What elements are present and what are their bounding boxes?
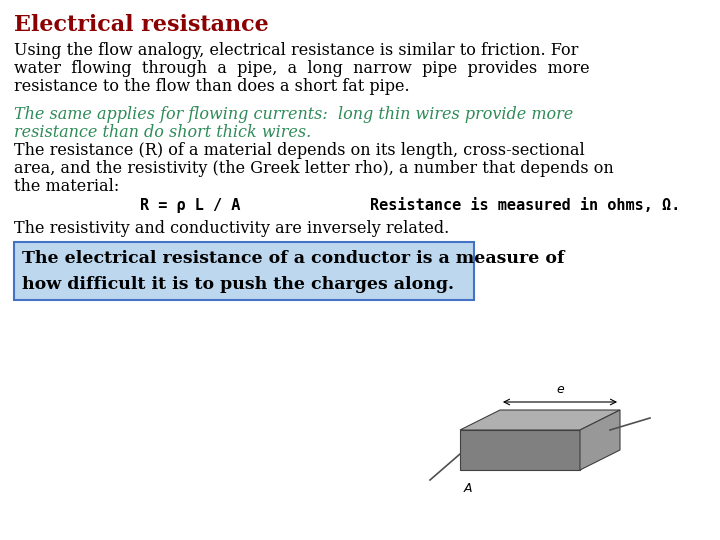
Text: water  flowing  through  a  pipe,  a  long  narrow  pipe  provides  more: water flowing through a pipe, a long nar… bbox=[14, 60, 590, 77]
Text: The same applies for flowing currents:  long thin wires provide more: The same applies for flowing currents: l… bbox=[14, 106, 573, 123]
Text: Resistance is measured in ohms, Ω.: Resistance is measured in ohms, Ω. bbox=[370, 198, 680, 213]
Polygon shape bbox=[460, 430, 580, 470]
Text: The electrical resistance of a conductor is a measure of: The electrical resistance of a conductor… bbox=[22, 250, 564, 267]
Text: R = ρ L / A: R = ρ L / A bbox=[140, 198, 240, 213]
Text: resistance to the flow than does a short fat pipe.: resistance to the flow than does a short… bbox=[14, 78, 410, 95]
Polygon shape bbox=[580, 410, 620, 470]
Text: The resistivity and conductivity are inversely related.: The resistivity and conductivity are inv… bbox=[14, 220, 449, 237]
Text: area, and the resistivity (the Greek letter rho), a number that depends on: area, and the resistivity (the Greek let… bbox=[14, 160, 613, 177]
Text: Electrical resistance: Electrical resistance bbox=[14, 14, 269, 36]
Text: the material:: the material: bbox=[14, 178, 120, 195]
Text: Using the flow analogy, electrical resistance is similar to friction. For: Using the flow analogy, electrical resis… bbox=[14, 42, 578, 59]
Text: how difficult it is to push the charges along.: how difficult it is to push the charges … bbox=[22, 276, 454, 293]
Text: resistance than do short thick wires.: resistance than do short thick wires. bbox=[14, 124, 311, 141]
Text: e: e bbox=[556, 383, 564, 396]
Text: A: A bbox=[464, 482, 472, 495]
FancyBboxPatch shape bbox=[14, 242, 474, 300]
Polygon shape bbox=[460, 410, 620, 430]
Text: The resistance (R) of a material depends on its length, cross-sectional: The resistance (R) of a material depends… bbox=[14, 142, 585, 159]
